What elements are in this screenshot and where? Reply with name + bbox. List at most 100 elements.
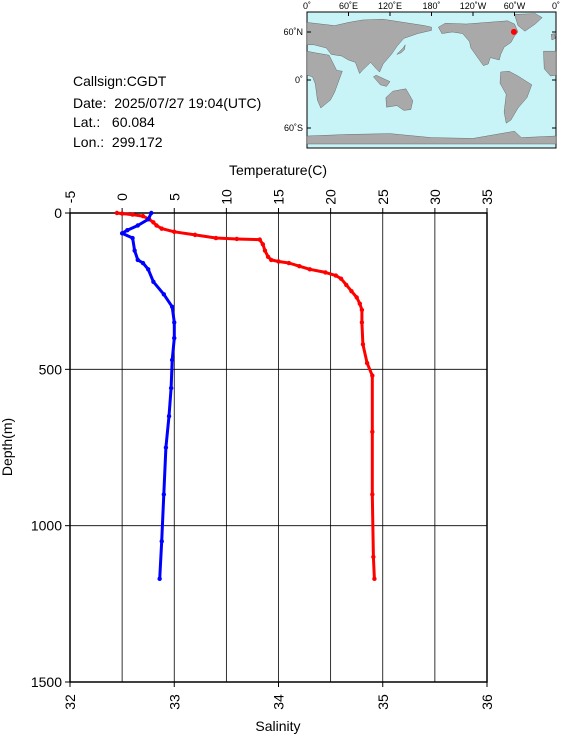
depth-tick-label: 1500 xyxy=(31,674,62,690)
salinity-point xyxy=(119,231,125,236)
salinity-point xyxy=(157,576,162,582)
temperature-point xyxy=(370,492,375,497)
salinity-tick-label: 33 xyxy=(166,694,182,710)
temperature-point xyxy=(364,360,370,366)
temperature-point xyxy=(276,259,281,264)
map-landmass xyxy=(306,50,343,109)
depth-tick-label: 500 xyxy=(39,361,63,377)
depth-axis-title: Depth(m) xyxy=(0,418,15,476)
temperature-tick-label: 25 xyxy=(375,189,391,205)
temperature-point xyxy=(371,554,376,560)
salinity-tick-label: 36 xyxy=(479,694,495,710)
map-latitude-label: 60˚N xyxy=(283,27,303,37)
map-longitude-label: 60˚E xyxy=(339,1,358,11)
temperature-point xyxy=(297,263,302,269)
temperature-point xyxy=(234,236,239,242)
salinity-point xyxy=(166,414,172,419)
temperature-point xyxy=(360,342,366,347)
callsign-text: Callsign:CGDT xyxy=(73,73,167,89)
map-landmass xyxy=(396,44,406,55)
map-landmass xyxy=(438,20,519,66)
map-landmass xyxy=(306,130,557,145)
salinity-point xyxy=(130,235,135,241)
depth-tick-label: 0 xyxy=(54,205,62,221)
salinity-tick-label: 34 xyxy=(271,694,287,710)
salinity-point xyxy=(132,248,137,253)
salinity-point xyxy=(149,210,154,216)
map-landmass xyxy=(543,51,557,77)
location-map: 0˚ 60˚E 120˚E 180˚ 120˚W 60˚W 0˚ 60˚N 0˚ 60˚S xyxy=(283,1,560,149)
temperature-point xyxy=(357,301,363,306)
temperature-point xyxy=(269,257,274,263)
temperature-tick-label: 15 xyxy=(271,189,287,205)
temperature-point xyxy=(307,267,312,272)
salinity-point xyxy=(161,492,167,497)
temperature-point xyxy=(286,260,292,266)
temperature-tick-label: -5 xyxy=(62,191,78,204)
salinity-point xyxy=(168,385,174,391)
latitude-text: Lat.: 60.084 xyxy=(73,114,155,130)
salinity-point xyxy=(145,217,151,222)
salinity-point xyxy=(135,223,140,228)
temperature-point xyxy=(354,295,359,300)
temperature-point xyxy=(260,242,266,247)
map-landmass xyxy=(514,13,543,32)
salinity-tick-label: 35 xyxy=(375,694,391,710)
salinity-point xyxy=(159,539,164,544)
temperature-point xyxy=(370,429,375,435)
longitude-text: Lon.: 299.172 xyxy=(73,134,163,150)
temperature-tick-label: 10 xyxy=(218,189,234,205)
map-longitude-label: 180˚ xyxy=(422,1,440,11)
salinity-point xyxy=(172,335,177,341)
date-text: Date: 2025/07/27 19:04(UTC) xyxy=(73,95,262,111)
map-land xyxy=(306,13,557,145)
temperature-point xyxy=(359,307,365,313)
map-longitude-label: 0˚ xyxy=(552,1,560,11)
station-marker xyxy=(510,28,517,35)
map-longitude-label: 0˚ xyxy=(303,1,311,11)
temperature-point xyxy=(370,373,375,378)
salinity-point xyxy=(169,357,175,363)
temperature-point xyxy=(344,282,349,288)
temperature-point xyxy=(140,213,146,219)
map-longitude-label: 120˚W xyxy=(460,1,487,11)
map-longitude-label: 120˚E xyxy=(378,1,402,11)
map-landmass xyxy=(550,33,556,41)
temperature-point xyxy=(338,276,344,281)
salinity-profile-line xyxy=(120,211,176,581)
salinity-tick-label: 32 xyxy=(62,694,78,710)
salinity-point xyxy=(151,279,156,284)
salinity-point xyxy=(161,292,167,297)
map-latitude-label: 60˚S xyxy=(284,123,303,133)
temperature-tick-label: 30 xyxy=(427,189,443,205)
temperature-tick-label: 35 xyxy=(479,189,495,205)
temperature-point xyxy=(159,226,164,231)
temperature-point xyxy=(119,211,125,216)
temperature-point xyxy=(349,288,354,294)
temperature-point xyxy=(151,220,156,225)
temperature-tick-label: 5 xyxy=(166,193,182,201)
temperature-tick-label: 0 xyxy=(114,193,130,201)
salinity-point xyxy=(135,257,140,263)
temperature-tick-label: 20 xyxy=(323,189,339,205)
temperature-point xyxy=(172,229,177,234)
salinity-point xyxy=(125,227,130,233)
salinity-point xyxy=(140,260,146,266)
temperature-point xyxy=(257,237,262,242)
map-landmass xyxy=(385,88,414,111)
temperature-point xyxy=(130,212,135,217)
temperature-axis-title: Temperature(C) xyxy=(229,162,327,178)
map-latitude-label: 0˚ xyxy=(295,75,303,85)
map-longitude-label: 60˚W xyxy=(504,1,526,11)
depth-tick-label: 1000 xyxy=(31,518,62,534)
salinity-point xyxy=(163,445,169,450)
map-landmass xyxy=(499,70,533,124)
temperature-point xyxy=(154,223,159,228)
temperature-point xyxy=(114,210,120,216)
salinity-point xyxy=(145,267,151,272)
temperature-point xyxy=(262,248,268,253)
temperature-point xyxy=(359,320,365,325)
temperature-point xyxy=(372,576,377,582)
salinity-point xyxy=(169,304,175,309)
